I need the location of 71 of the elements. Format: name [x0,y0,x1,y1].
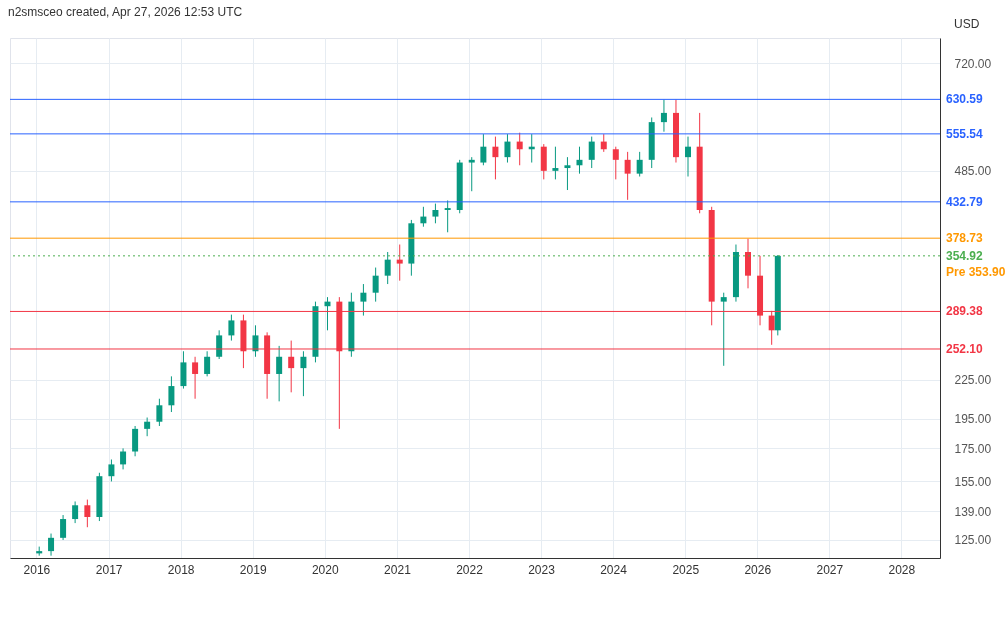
candlestick [444,199,451,233]
x-tick-label: 2020 [311,562,339,577]
candlestick [504,133,511,164]
x-tick-label: 2025 [672,562,700,577]
y-tick-label: 720.00 [954,56,992,71]
candlestick [108,458,115,482]
text: Pre 353.90 [946,264,1005,279]
candlestick [685,136,692,178]
x-tick-label: 2022 [456,562,484,577]
x-tick-label: 2019 [239,562,267,577]
candlestick [168,375,175,413]
y-tick-label: 195.00 [954,412,992,427]
candlestick [48,533,55,557]
candlestick [204,350,211,377]
ref-line-label: 630.59 [946,92,984,107]
candlestick [612,146,619,180]
x-tick-label: 2024 [600,562,628,577]
candlestick [720,292,727,367]
x-tick-label: 2018 [167,562,195,577]
y-tick-label: 175.00 [954,441,992,456]
candlestick [60,514,67,541]
ref-line-label: 555.54 [946,126,984,141]
candlestick [192,356,199,400]
chart-title: n2smsceo created, Apr 27, 2026 12:53 UTC [8,5,243,19]
candlestick [132,425,139,457]
y-tick-label: 485.00 [954,164,992,179]
ref-line-label: 432.79 [946,194,984,209]
candlestick [636,151,643,178]
candlestick [660,99,667,133]
candlestick [480,133,487,166]
candlestick [420,206,427,228]
candlestick [120,447,127,470]
ref-line-label: 252.10 [946,341,984,356]
candlestick [384,251,391,285]
y-tick-label: 139.00 [954,504,992,519]
y-tick-label: 155.00 [954,474,992,489]
candlestick [144,417,151,437]
x-tick-label: 2027 [816,562,844,577]
candlestick [372,267,379,303]
candlestick [180,350,187,390]
candlestick [564,156,571,191]
candlestick [624,151,631,201]
candlestick [72,500,79,524]
x-tick-label: 2017 [95,562,123,577]
candlestick [300,350,307,397]
x-tick-label: 2016 [23,562,51,577]
y-tick-label: 125.00 [954,533,992,548]
candlestick [84,499,91,528]
candlestick [156,398,163,427]
x-tick-label: 2023 [528,562,556,577]
candlestick [360,283,367,317]
candlestick [276,345,283,402]
candlestick [432,203,439,224]
candlestick [468,156,475,192]
x-tick-label: 2021 [384,562,412,577]
candlestick [492,136,499,180]
ref-line-label: 354.92 [946,248,984,263]
candlestick [576,146,583,175]
candlestick [216,329,223,360]
candlestick [516,132,523,166]
candlestick [745,238,751,289]
candlestick [228,314,235,342]
y-axis-title: USD [954,17,980,31]
ref-line-label: 289.38 [946,304,984,319]
y-tick-label: 225.00 [954,373,992,388]
x-tick-label: 2026 [744,562,772,577]
x-tick-label: 2028 [888,562,916,577]
candlestick [588,136,595,169]
candlestick [552,146,559,180]
candlestick [396,244,403,282]
ref-line-label: 378.73 [946,231,984,246]
